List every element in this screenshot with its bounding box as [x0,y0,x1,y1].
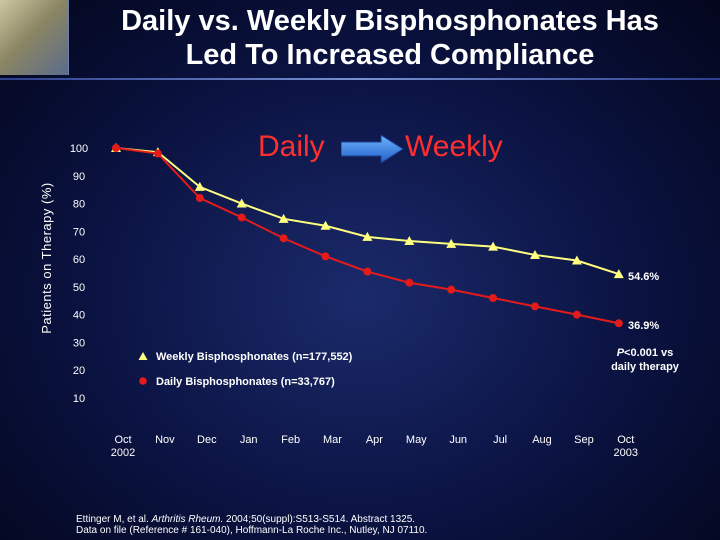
title-line-2: Led To Increased Compliance [185,39,595,71]
weekly-data-point [236,198,247,208]
y-tick-label: 100 [70,143,88,155]
p-symbol: P [616,347,625,359]
citation-authors: Ettinger M, et al. [76,514,152,525]
daily-data-point [112,144,120,152]
weekly-data-point [404,236,415,246]
weekly-data-point [613,269,624,279]
citation: Ettinger M, et al. Arthritis Rheum. 2004… [76,514,636,536]
daily-data-point [531,302,539,311]
y-tick-label: 80 [73,199,85,211]
x-tick-label: Apr [366,434,383,446]
daily-data-point [321,252,330,261]
x-tick-label: Nov [155,434,175,446]
x-tick-label: Oct [617,434,634,446]
legend-weekly-label: Weekly Bisphosphonates (n=177,552) [156,351,353,363]
skeleton-hip-logo [0,0,69,75]
weekly-data-point [194,181,205,191]
daily-data-point [363,267,372,276]
x-tick-label: 2002 [111,447,135,459]
daily-data-point [489,294,498,302]
slide-title: Daily vs. Weekly Bisphosphonates Has Led… [70,4,710,72]
daily-data-point [237,213,246,222]
title-line-1: Daily vs. Weekly Bisphosphonates Has [121,5,659,37]
x-tick-label: Oct [114,434,131,446]
daily-data-point [447,285,456,294]
citation-data-on-file: Data on file (Reference # 161-040), Hoff… [76,525,428,536]
x-tick-label: Feb [281,434,300,446]
x-tick-label: 2003 [614,447,638,459]
series-markers [111,143,624,328]
weekly-data-point [571,255,582,265]
weekly-data-point [278,213,289,223]
weekly-data-point [320,220,331,230]
x-tick-label: Jun [449,434,467,446]
x-tick-label: Jan [240,434,258,446]
daily-data-point [614,319,623,328]
weekly-data-point [530,249,540,259]
x-tick-label: Mar [323,434,342,446]
p-value-line2: daily therapy [611,361,679,373]
y-tick-label: 60 [73,254,85,266]
p-value-line1: <0.001 vs [624,347,674,359]
y-tick-label: 20 [73,365,85,377]
weekly-data-point [446,238,457,248]
y-tick-label: 10 [73,393,85,405]
daily-data-point [195,194,204,202]
weekly-end-value-label: 54.6% [628,271,660,283]
banner-daily: Daily [258,130,325,163]
legend-weekly-marker [138,352,148,360]
legend-daily-marker [139,377,147,385]
x-tick-label: Dec [197,434,217,446]
weekly-data-point [488,241,499,251]
y-tick-label: 30 [73,337,85,349]
y-tick-label: 40 [73,310,85,322]
citation-details: 2004;50(suppl):S513-S514. Abstract 1325. [223,514,416,525]
daily-end-value-label: 36.9% [628,320,660,332]
x-tick-label: Aug [532,434,552,446]
y-tick-labels: 100 90 80 70 60 50 40 30 20 10 [70,143,88,405]
daily-data-point [572,310,581,319]
legend-daily-label: Daily Bisphosphonates (n=33,767) [156,376,335,388]
weekly-series-line [115,147,620,276]
x-tick-label: Sep [574,434,594,446]
x-tick-label: Jul [493,434,507,446]
y-tick-label: 90 [73,171,85,183]
daily-data-point [153,149,162,158]
p-value-annotation: P<0.001 vs daily therapy [586,346,704,374]
right-arrow-icon [341,135,404,163]
daily-data-point [405,278,414,287]
weekly-data-point [362,231,373,241]
daily-data-point [279,234,288,243]
y-tick-label: 50 [73,282,85,294]
x-tick-label: May [406,434,427,446]
title-divider [0,78,720,80]
y-tick-label: 70 [73,226,85,238]
banner-weekly: Weekly [405,130,503,163]
citation-journal: Arthritis Rheum. [151,514,224,525]
